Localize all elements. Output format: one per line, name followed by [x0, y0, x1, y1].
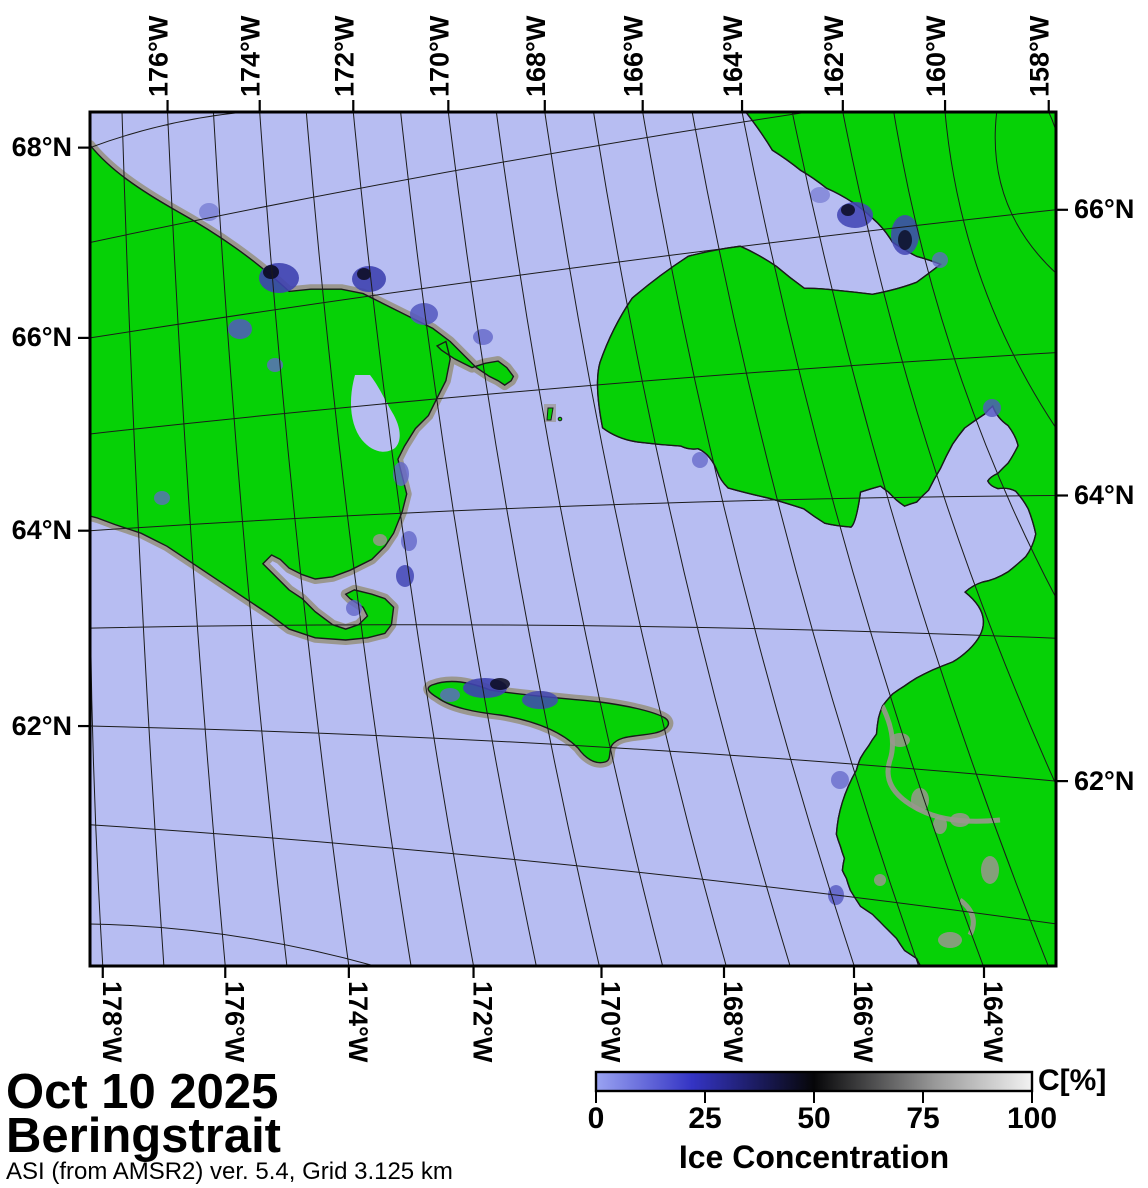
svg-text:162°W: 162°W	[819, 15, 849, 97]
svg-text:176°W: 176°W	[219, 981, 249, 1063]
svg-text:168°W: 168°W	[718, 981, 748, 1063]
svg-text:166°W: 166°W	[848, 981, 878, 1063]
svg-text:160°W: 160°W	[921, 15, 951, 97]
svg-text:164°W: 164°W	[718, 15, 748, 97]
svg-text:164°W: 164°W	[978, 981, 1008, 1063]
svg-text:66°N: 66°N	[12, 322, 72, 352]
svg-text:68°N: 68°N	[12, 132, 72, 162]
svg-text:62°N: 62°N	[1074, 766, 1134, 796]
svg-text:178°W: 178°W	[97, 981, 127, 1063]
svg-text:Beringstrait: Beringstrait	[6, 1109, 281, 1163]
svg-text:168°W: 168°W	[521, 15, 551, 97]
svg-text:158°W: 158°W	[1025, 15, 1055, 97]
svg-text:170°W: 170°W	[424, 15, 454, 97]
svg-text:66°N: 66°N	[1074, 194, 1134, 224]
svg-text:25: 25	[688, 1102, 721, 1135]
svg-text:100: 100	[1007, 1102, 1057, 1135]
svg-text:62°N: 62°N	[12, 711, 72, 741]
svg-text:170°W: 170°W	[596, 981, 626, 1063]
svg-text:0: 0	[588, 1102, 605, 1135]
svg-text:172°W: 172°W	[329, 15, 359, 97]
svg-text:C[%]: C[%]	[1038, 1064, 1106, 1097]
svg-text:176°W: 176°W	[144, 15, 174, 97]
svg-text:75: 75	[906, 1102, 939, 1135]
svg-text:64°N: 64°N	[12, 515, 72, 545]
svg-text:ASI (from AMSR2) ver. 5.4, Gr: ASI (from AMSR2) ver. 5.4, Grid 3.125 km	[6, 1158, 453, 1185]
svg-text:172°W: 172°W	[468, 981, 498, 1063]
svg-text:174°W: 174°W	[343, 981, 373, 1063]
svg-text:174°W: 174°W	[236, 15, 266, 97]
svg-text:Ice Concentration: Ice Concentration	[679, 1139, 949, 1175]
svg-text:64°N: 64°N	[1074, 480, 1134, 510]
svg-text:166°W: 166°W	[619, 15, 649, 97]
svg-text:50: 50	[797, 1102, 830, 1135]
